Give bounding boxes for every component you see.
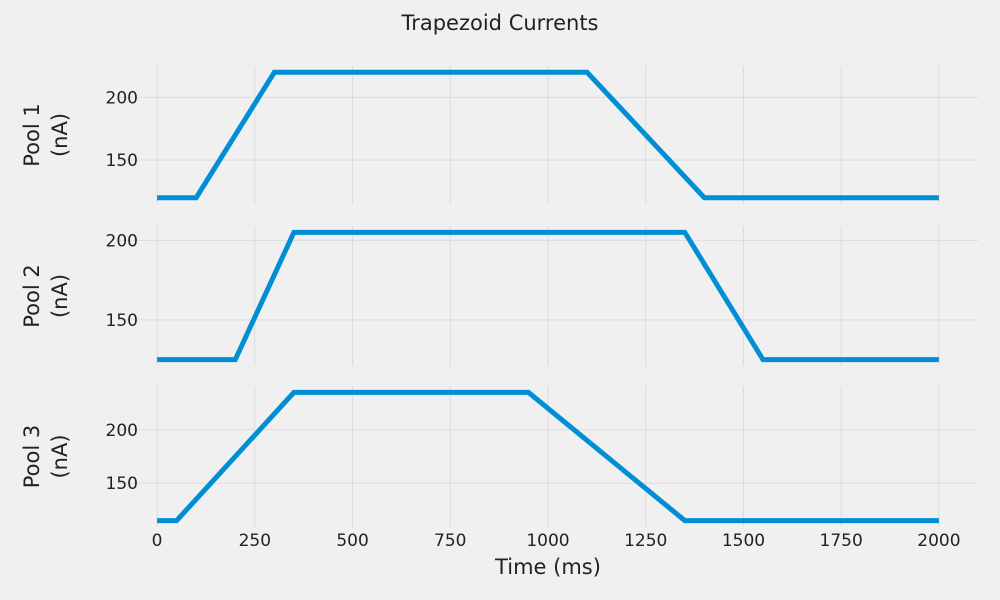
y-tick-label: 150 (106, 311, 138, 331)
x-tick-label: 1250 (624, 531, 667, 551)
y-tick-label: 150 (106, 474, 138, 494)
y-axis-label-unit: (nA) (48, 434, 72, 478)
y-tick-label: 200 (106, 88, 138, 108)
y-axis-label-unit: (nA) (48, 274, 72, 318)
x-tick-label: 0 (152, 531, 163, 551)
y-tick-label: 150 (106, 151, 138, 171)
y-tick-label: 200 (106, 231, 138, 251)
y-axis-label: Pool 1 (20, 103, 44, 166)
x-tick-label: 1750 (820, 531, 863, 551)
y-tick-label: 200 (106, 421, 138, 441)
y-axis-label-unit: (nA) (48, 113, 72, 157)
x-tick-label: 500 (336, 531, 368, 551)
chart-title: Trapezoid Currents (400, 11, 598, 35)
x-axis-label: Time (ms) (494, 555, 601, 579)
y-axis-label: Pool 3 (20, 425, 44, 488)
y-axis-label: Pool 2 (20, 264, 44, 327)
x-tick-label: 1500 (722, 531, 765, 551)
x-tick-label: 1000 (526, 531, 569, 551)
pool-3-line (157, 389, 939, 524)
x-tick-label: 750 (434, 531, 466, 551)
pool-1-line (157, 69, 939, 201)
x-tick-label: 250 (239, 531, 271, 551)
x-tick-label: 2000 (917, 531, 960, 551)
pool-2-line (157, 229, 939, 363)
